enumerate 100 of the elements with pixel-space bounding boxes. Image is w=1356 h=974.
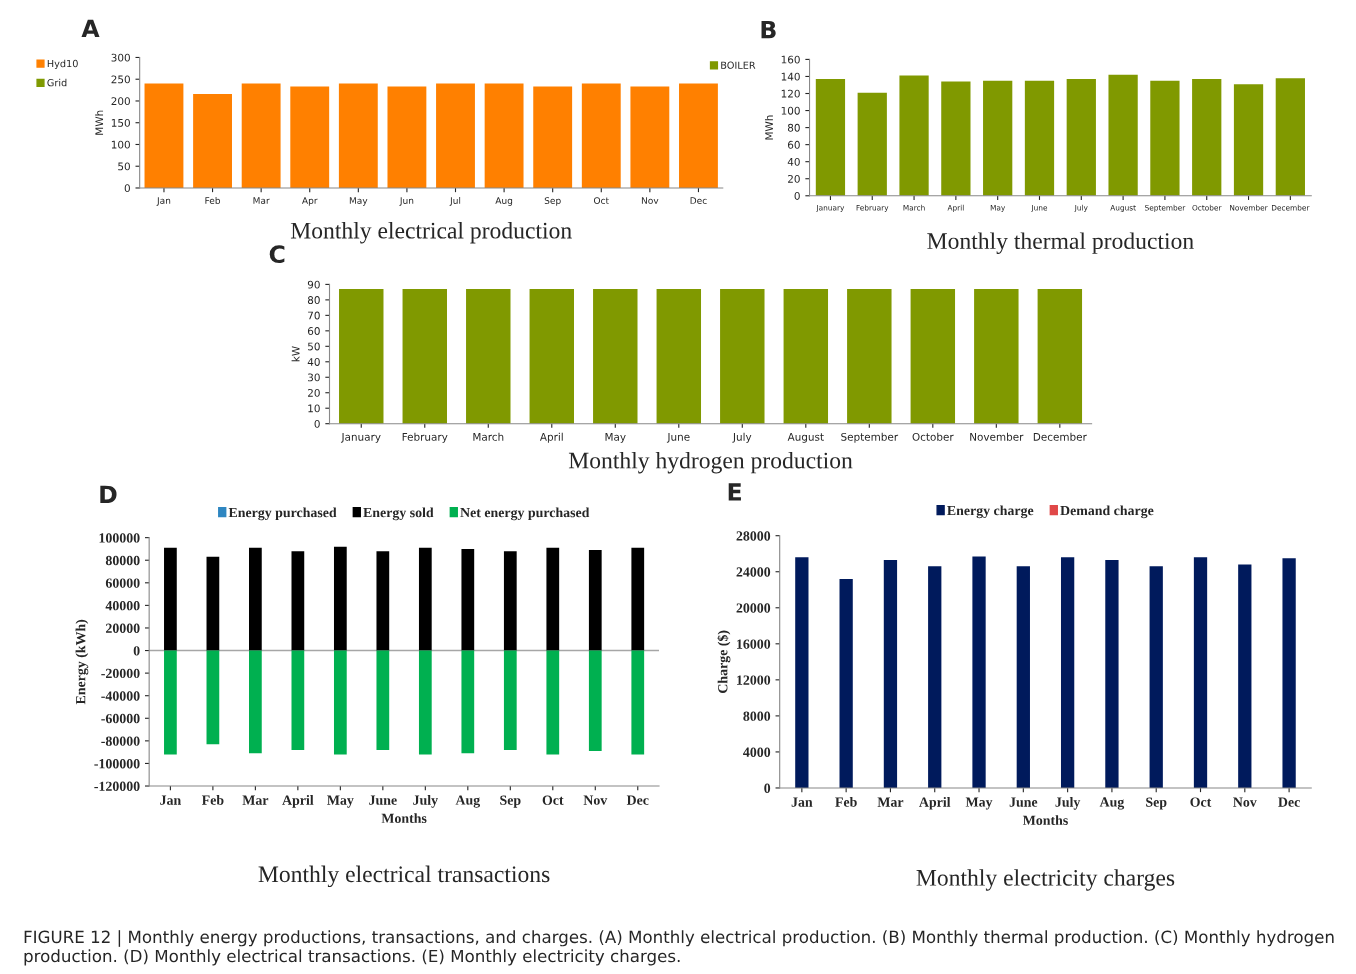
x-tick-label: Feb	[201, 795, 224, 805]
x-tick-label: June	[666, 433, 690, 443]
x-tick-label: June	[369, 795, 397, 805]
x-tick-label: September	[841, 432, 899, 443]
y-tick-label: 0	[314, 419, 320, 428]
x-tick-label: Apr	[301, 197, 318, 206]
bar	[1024, 80, 1055, 196]
y-tick-label: 20	[307, 388, 320, 397]
x-tick-label: April	[539, 432, 563, 443]
y-tick-label: 10	[308, 404, 320, 413]
y-tick-label: 150	[111, 118, 130, 127]
bar	[1233, 84, 1264, 196]
x-tick-label: May	[327, 795, 354, 808]
bar	[631, 650, 645, 755]
bar	[1275, 78, 1305, 196]
bar	[376, 650, 390, 750]
bar	[461, 650, 475, 754]
y-tick-label: -20000	[101, 668, 140, 679]
y-tick-label: 70	[308, 311, 320, 320]
y-tick-label: 50	[308, 342, 320, 351]
bar	[588, 650, 602, 752]
legend-label: Net energy purchased	[460, 507, 590, 521]
legend-label: Energy charge	[947, 505, 1034, 519]
x-tick-label: December	[1033, 432, 1087, 441]
bar	[249, 650, 262, 754]
bar	[941, 81, 971, 196]
x-axis-title: Months	[381, 813, 427, 824]
bar	[333, 546, 347, 651]
y-tick-label: 40000	[105, 600, 140, 611]
legend-label: Demand charge	[1060, 505, 1154, 519]
y-tick-label: 90	[307, 280, 320, 289]
legend-label: Energy purchased	[228, 507, 337, 521]
bar	[588, 550, 602, 651]
x-tick-label: May	[349, 197, 368, 206]
y-tick-label: 60	[787, 140, 800, 149]
x-tick-label: Feb	[205, 197, 221, 204]
y-axis-title: MWh	[95, 110, 104, 135]
text: C	[269, 245, 285, 264]
x-tick-label: October	[912, 432, 954, 441]
x-tick-label: Oct	[542, 795, 564, 805]
x-tick-label: Sep	[544, 197, 561, 206]
text: Monthly hydrogen production	[568, 451, 853, 474]
x-tick-label: Nov	[1233, 797, 1257, 807]
x-axis-title: Months	[1022, 815, 1068, 825]
y-tick-label: 100	[781, 106, 800, 115]
y-tick-label: 80000	[105, 555, 140, 566]
y-tick-label: 300	[111, 53, 130, 62]
bar	[546, 547, 560, 651]
x-tick-label: April	[282, 795, 314, 808]
text: Monthly thermal production	[927, 232, 1194, 254]
y-tick-label: 0	[133, 646, 140, 656]
x-tick-label: Nov	[583, 795, 608, 805]
y-tick-label: 0	[124, 184, 130, 193]
x-tick-label: Dec	[1278, 797, 1300, 807]
y-axis-title: kW	[291, 346, 300, 362]
x-tick-label: Dec	[690, 197, 707, 204]
caption: FIGURE 12 | Monthly energy productions, transactions, and charges. (A) Monthly electrical production. (B) Monthly thermal production. (C) Monthly hydrogen production. (D) Monthly electrical transactions. (E) Monthly electricity charges.	[24, 930, 1334, 966]
x-tick-label: Jan	[791, 797, 813, 807]
bar	[631, 547, 645, 651]
y-tick-label: 200	[111, 97, 130, 106]
x-tick-label: Sep	[1146, 797, 1167, 810]
y-tick-label: -60000	[101, 713, 140, 724]
y-tick-label: 160	[781, 55, 800, 64]
x-tick-label: Jan	[156, 197, 171, 206]
y-tick-label: 0	[764, 783, 771, 793]
bar	[503, 650, 517, 750]
y-tick-label: 140	[781, 72, 800, 81]
legend-label: Hyd10	[47, 59, 78, 70]
text: Monthly electrical production	[290, 222, 572, 244]
y-tick-label: 12000	[737, 675, 771, 685]
x-tick-label: June	[1009, 797, 1038, 807]
bar	[546, 650, 560, 755]
bar	[503, 551, 517, 651]
text: Monthly electrical transactions	[258, 865, 550, 888]
y-tick-label: 50	[118, 162, 130, 171]
y-axis-title: Charge ($)	[717, 630, 731, 693]
legend-label: BOILER	[721, 61, 756, 69]
legend-label: Energy sold	[363, 507, 434, 521]
x-tick-label: Jul	[449, 197, 461, 206]
legend-label: Grid	[47, 78, 67, 87]
x-tick-label: Mar	[253, 197, 270, 204]
x-tick-label: Nov	[641, 197, 659, 204]
y-tick-label: 100	[111, 140, 130, 149]
y-tick-label: -80000	[101, 736, 140, 746]
x-tick-label: May	[965, 797, 993, 810]
bar	[418, 547, 432, 651]
x-tick-label: November	[970, 432, 1024, 441]
x-tick-label: July	[1055, 796, 1081, 810]
y-tick-label: 100000	[99, 533, 140, 543]
x-tick-label: Oct	[1190, 797, 1212, 807]
y-tick-label: 8000	[743, 711, 771, 721]
x-tick-label: May	[605, 433, 626, 443]
bar	[1108, 74, 1138, 196]
y-tick-label: 30	[308, 373, 320, 382]
x-tick-label: Sep	[500, 795, 521, 808]
bar	[418, 650, 432, 755]
y-tick-label: 16000	[737, 639, 771, 649]
x-tick-label: July	[732, 432, 752, 443]
text: E	[728, 483, 741, 501]
x-tick-label: Dec	[626, 795, 649, 805]
